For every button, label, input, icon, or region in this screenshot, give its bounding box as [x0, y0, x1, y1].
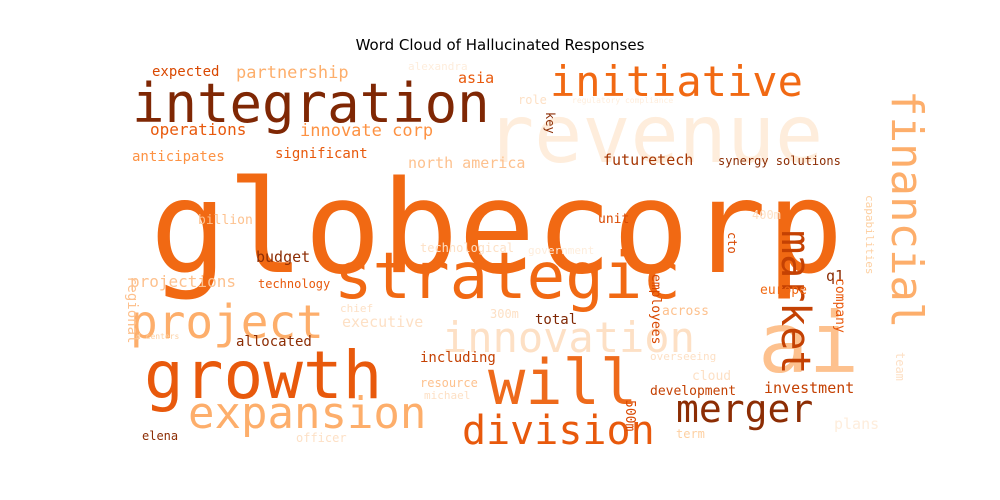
word-budget: budget	[256, 248, 310, 266]
word-term: term	[676, 427, 705, 441]
word-financial: financial	[881, 90, 932, 328]
word-allocated: allocated	[236, 334, 312, 350]
word-billion: billion	[198, 213, 253, 228]
word-project: project	[130, 295, 324, 349]
word-michael: michael	[424, 389, 470, 402]
word-executive: executive	[342, 313, 423, 331]
word-growth: growth	[144, 337, 382, 414]
word-total: total	[535, 312, 577, 328]
word-key: key	[543, 112, 557, 134]
word-projections: projections	[130, 272, 236, 291]
word-asia: asia	[458, 69, 494, 87]
word-including: including	[420, 350, 496, 366]
word-300m: 300m	[490, 307, 519, 321]
word-technological: technological	[420, 241, 514, 255]
word-team: team	[893, 352, 907, 381]
word-ai: ai	[758, 294, 859, 392]
word-company: company	[832, 278, 847, 333]
word-anticipates: anticipates	[132, 149, 225, 165]
word-regulatory-compliance: regulatory compliance	[572, 96, 673, 105]
word-market: market	[772, 230, 818, 375]
word-cloud: cloud	[692, 369, 731, 384]
word-merger: merger	[676, 387, 813, 431]
word-officer: officer	[296, 431, 347, 445]
word-initiative: initiative	[550, 57, 803, 106]
word-north-america: north america	[408, 154, 525, 172]
word-expansion: expansion	[188, 388, 426, 439]
word-alexandra: alexandra	[408, 60, 468, 73]
word-employees: employees	[648, 274, 663, 344]
word-across: across	[662, 304, 709, 319]
word-partnership: partnership	[236, 63, 349, 83]
word-will: will	[488, 346, 637, 419]
word-elena: elena	[142, 429, 178, 443]
word-revenue: revenue	[486, 88, 823, 181]
word-government: government	[528, 244, 594, 257]
word-synergy-solutions: synergy solutions	[718, 154, 841, 168]
word-plans: plans	[834, 415, 879, 433]
word-significant: significant	[275, 146, 368, 162]
word-strategic: strategic	[334, 240, 681, 314]
word-overseeing: overseeing	[650, 350, 716, 363]
word-d-centers: d centers	[136, 332, 180, 341]
word-integration: integration	[132, 72, 490, 135]
word-division: division	[462, 408, 655, 454]
word-technology: technology	[258, 277, 330, 291]
word-futuretech: futuretech	[603, 151, 693, 169]
word-regional: regional	[124, 276, 140, 343]
word-globecorp: globecorp	[150, 154, 844, 303]
word-innovation: innovation	[442, 313, 695, 362]
word-investment: investment	[764, 379, 854, 397]
word-role: role	[518, 93, 547, 107]
word-innovate-corp: innovate corp	[300, 121, 433, 141]
chart-title: Word Cloud of Hallucinated Responses	[355, 36, 645, 54]
word-capabilities: capabilities	[863, 195, 876, 274]
word-500m: 500m	[622, 400, 637, 431]
word-chief: chief	[340, 302, 373, 315]
word-development: development	[650, 384, 736, 399]
word-unit: unit	[598, 212, 629, 227]
word-resource: resource	[420, 376, 478, 390]
word-operations: operations	[150, 120, 246, 139]
word-cto: cto	[725, 232, 739, 254]
word-europe: europe	[760, 283, 807, 298]
word-q1: q1	[826, 267, 844, 285]
word-expected: expected	[152, 64, 219, 80]
word-400m: 400m	[752, 208, 781, 222]
